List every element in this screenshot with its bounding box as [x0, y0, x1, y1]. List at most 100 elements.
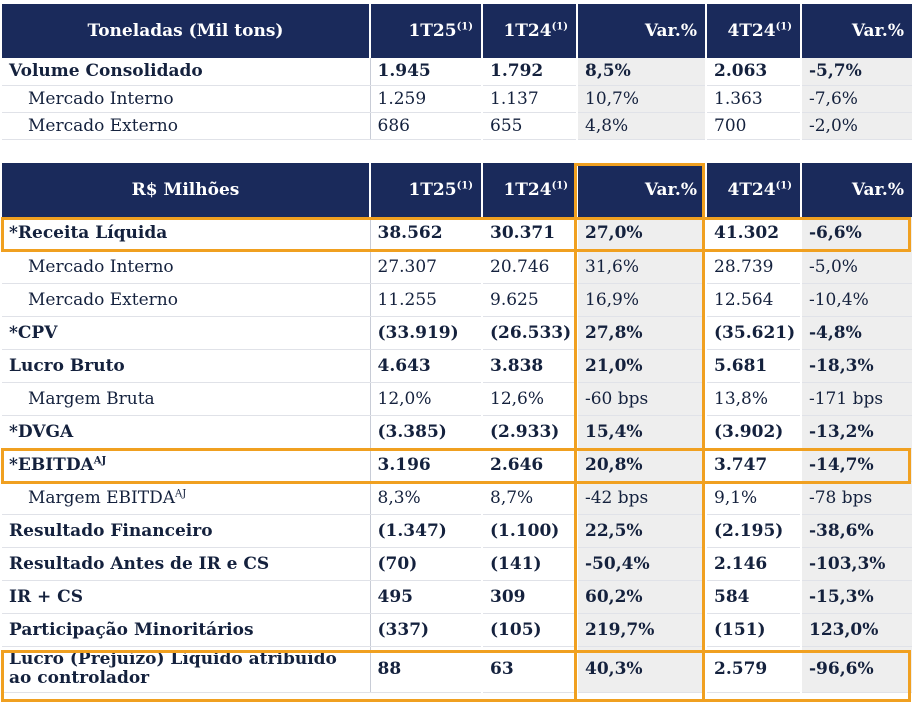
row-label: Lucro Bruto: [2, 349, 371, 383]
header-cell: 4T24(1): [706, 4, 802, 58]
cell: (2.195): [706, 514, 802, 548]
financial-table-header: R$ Milhões 1T25(1) 1T24(1) Var.% 4T24(1)…: [2, 163, 914, 217]
row-label: Mercado Externo: [2, 112, 371, 140]
table-row: Lucro Bruto 4.643 3.838 21,0% 5.681 -18,…: [2, 349, 914, 383]
cell: (105): [482, 613, 578, 647]
cell: 9.625: [482, 283, 578, 317]
row-label: Participação Minoritários: [2, 613, 371, 647]
table-row: Volume Consolidado 1.945 1.792 8,5% 2.06…: [2, 58, 914, 86]
header-cell: Var.%: [801, 4, 914, 58]
table-row: Mercado Externo 686 655 4,8% 700 -2,0%: [2, 112, 914, 140]
cell: 15,4%: [577, 415, 707, 449]
table-row: *Receita Líquida 38.562 30.371 27,0% 41.…: [2, 217, 914, 251]
cell: (3.385): [370, 415, 483, 449]
row-label: IR + CS: [2, 580, 371, 614]
table-row: Lucro (Prejuízo) Líquido atribuído ao co…: [2, 646, 914, 693]
cell: 60,2%: [577, 580, 707, 614]
table-row: *EBITDAAJ 3.196 2.646 20,8% 3.747 -14,7%: [2, 448, 914, 482]
table-row: *DVGA (3.385) (2.933) 15,4% (3.902) -13,…: [2, 415, 914, 449]
cell: 700: [706, 112, 802, 140]
row-label: Resultado Financeiro: [2, 514, 371, 548]
cell: 2.579: [706, 646, 802, 693]
header-cell: Toneladas (Mil tons): [2, 4, 371, 58]
row-label: Volume Consolidado: [2, 58, 371, 86]
cell: -13,2%: [801, 415, 914, 449]
cell: -5,7%: [801, 58, 914, 86]
cell: 27.307: [370, 250, 483, 284]
row-label: Mercado Externo: [2, 283, 371, 317]
cell: 13,8%: [706, 382, 802, 416]
cell: (151): [706, 613, 802, 647]
cell: 584: [706, 580, 802, 614]
cell: 655: [482, 112, 578, 140]
cell: 4.643: [370, 349, 483, 383]
cell: 4,8%: [577, 112, 707, 140]
cell: -6,6%: [801, 217, 914, 251]
row-label: Mercado Interno: [2, 85, 371, 113]
header-cell: Var.%: [801, 163, 914, 217]
cell: 3.747: [706, 448, 802, 482]
cell: 495: [370, 580, 483, 614]
cell: 1.137: [482, 85, 578, 113]
volume-table: Toneladas (Mil tons) 1T25(1) 1T24(1) Var…: [2, 4, 914, 140]
cell: 38.562: [370, 217, 483, 251]
cell: 8,5%: [577, 58, 707, 86]
cell: (70): [370, 547, 483, 581]
cell: -10,4%: [801, 283, 914, 317]
cell: -171 bps: [801, 382, 914, 416]
row-label: Margem EBITDAAJ: [2, 481, 371, 515]
cell: 10,7%: [577, 85, 707, 113]
cell: (2.933): [482, 415, 578, 449]
cell: 27,8%: [577, 316, 707, 350]
cell: 1.259: [370, 85, 483, 113]
row-label: Margem Bruta: [2, 382, 371, 416]
header-cell: 1T24(1): [482, 4, 578, 58]
cell: -78 bps: [801, 481, 914, 515]
table-row: Margem Bruta 12,0% 12,6% -60 bps 13,8% -…: [2, 382, 914, 416]
cell: 219,7%: [577, 613, 707, 647]
cell: -5,0%: [801, 250, 914, 284]
table-row: IR + CS 495 309 60,2% 584 -15,3%: [2, 580, 914, 614]
cell: 123,0%: [801, 613, 914, 647]
volume-table-header: Toneladas (Mil tons) 1T25(1) 1T24(1) Var…: [2, 4, 914, 58]
cell: 11.255: [370, 283, 483, 317]
cell: (3.902): [706, 415, 802, 449]
cell: 40,3%: [577, 646, 707, 693]
cell: 12.564: [706, 283, 802, 317]
cell: 63: [482, 646, 578, 693]
cell: -60 bps: [577, 382, 707, 416]
financial-table: R$ Milhões 1T25(1) 1T24(1) Var.% 4T24(1)…: [2, 163, 914, 693]
row-label: Mercado Interno: [2, 250, 371, 284]
row-label: Lucro (Prejuízo) Líquido atribuído ao co…: [2, 646, 371, 693]
cell: 30.371: [482, 217, 578, 251]
cell: 20,8%: [577, 448, 707, 482]
cell: -96,6%: [801, 646, 914, 693]
cell: -14,7%: [801, 448, 914, 482]
header-cell: 1T25(1): [370, 4, 483, 58]
cell: 28.739: [706, 250, 802, 284]
cell: (1.100): [482, 514, 578, 548]
cell: 27,0%: [577, 217, 707, 251]
row-label: *DVGA: [2, 415, 371, 449]
cell: -50,4%: [577, 547, 707, 581]
table-row: Resultado Antes de IR e CS (70) (141) -5…: [2, 547, 914, 581]
table-row: Mercado Interno 1.259 1.137 10,7% 1.363 …: [2, 85, 914, 113]
cell: 309: [482, 580, 578, 614]
cell: 31,6%: [577, 250, 707, 284]
cell: (26.533): [482, 316, 578, 350]
cell: 8,7%: [482, 481, 578, 515]
cell: 41.302: [706, 217, 802, 251]
cell: -15,3%: [801, 580, 914, 614]
header-cell: R$ Milhões: [2, 163, 371, 217]
header-cell: Var.%: [577, 4, 707, 58]
cell: -2,0%: [801, 112, 914, 140]
cell: 2.146: [706, 547, 802, 581]
row-label: Resultado Antes de IR e CS: [2, 547, 371, 581]
cell: (337): [370, 613, 483, 647]
table-row: Mercado Externo 11.255 9.625 16,9% 12.56…: [2, 283, 914, 317]
cell: (1.347): [370, 514, 483, 548]
cell: 5.681: [706, 349, 802, 383]
cell: 12,6%: [482, 382, 578, 416]
cell: 22,5%: [577, 514, 707, 548]
table-row: Mercado Interno 27.307 20.746 31,6% 28.7…: [2, 250, 914, 284]
